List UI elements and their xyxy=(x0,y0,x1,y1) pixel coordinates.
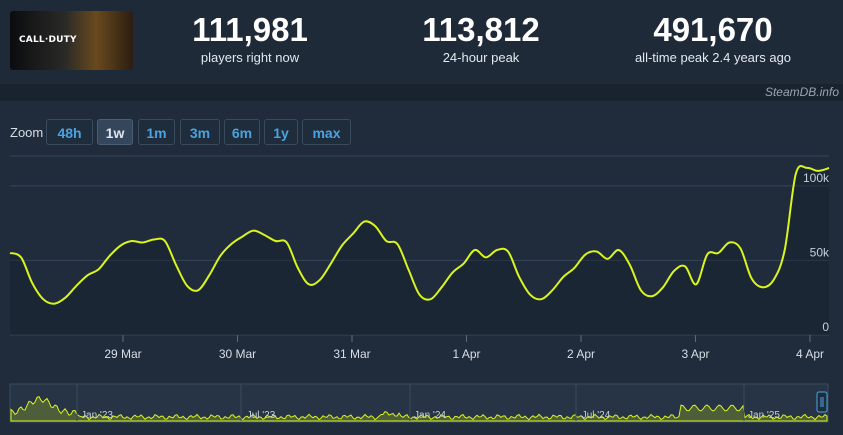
navigator-handle[interactable] xyxy=(816,391,828,413)
navigator-ticks: Jan '23 Jul '23 Jan '24 Jul '24 Jan '25 xyxy=(76,384,780,421)
y-axis-labels: 0 50k 100k xyxy=(803,171,830,334)
stat-players-now: 111,981 players right now xyxy=(178,10,322,66)
zoom-6m-button[interactable]: 6m xyxy=(224,119,260,145)
zoom-max-button[interactable]: max xyxy=(302,119,351,145)
x-tick-label: 31 Mar xyxy=(333,347,370,361)
navigator-tick-label: Jul '23 xyxy=(247,410,276,421)
y-tick-label: 0 xyxy=(822,320,829,334)
x-tick-label: 1 Apr xyxy=(452,347,480,361)
x-tick-label: 4 Apr xyxy=(796,347,824,361)
zoom-1w-button[interactable]: 1w xyxy=(97,119,133,145)
game-logo: CALL·DUTY xyxy=(19,35,77,45)
navigator-tick-label: Jan '25 xyxy=(748,410,780,421)
chart-grid xyxy=(10,155,829,336)
divider-band xyxy=(0,84,843,101)
navigator[interactable]: Jan '23 Jul '23 Jan '24 Jul '24 Jan '25 xyxy=(9,383,829,423)
zoom-3m-button[interactable]: 3m xyxy=(180,119,220,145)
stat-value: 113,812 xyxy=(422,11,540,48)
stat-value: 111,981 xyxy=(192,11,308,48)
zoom-1m-button[interactable]: 1m xyxy=(138,119,175,145)
zoom-label: Zoom xyxy=(10,125,44,140)
x-axis-ticks: 29 Mar 30 Mar 31 Mar 1 Apr 2 Apr 3 Apr 4 Apr xyxy=(104,335,824,361)
navigator-tick-label: Jan '24 xyxy=(414,410,446,421)
game-banner[interactable]: CALL·DUTY xyxy=(10,11,133,70)
stat-all-time-peak: 491,670 all-time peak 2.4 years ago xyxy=(612,10,814,66)
navigator-tick-label: Jan '23 xyxy=(81,410,113,421)
stat-label: all-time peak 2.4 years ago xyxy=(634,50,792,65)
x-tick-label: 29 Mar xyxy=(104,347,141,361)
stat-24h-peak: 113,812 24-hour peak xyxy=(409,10,553,66)
steamdb-watermark: SteamDB.info xyxy=(764,85,839,99)
navigator-line xyxy=(10,395,828,422)
navigator-frame xyxy=(9,383,829,423)
y-tick-label: 50k xyxy=(810,245,830,259)
zoom-48h-button[interactable]: 48h xyxy=(46,119,93,145)
x-tick-label: 3 Apr xyxy=(681,347,709,361)
stat-label: 24-hour peak xyxy=(442,50,520,65)
stat-value: 491,670 xyxy=(653,11,773,48)
y-tick-label: 100k xyxy=(803,171,830,185)
player-count-area xyxy=(10,165,829,335)
x-tick-label: 30 Mar xyxy=(219,347,256,361)
stats-header xyxy=(0,0,843,84)
x-tick-label: 2 Apr xyxy=(567,347,595,361)
navigator-tick-label: Jul '24 xyxy=(582,410,611,421)
zoom-1y-button[interactable]: 1y xyxy=(264,119,298,145)
player-count-line xyxy=(9,164,830,305)
stat-label: players right now xyxy=(200,50,300,65)
